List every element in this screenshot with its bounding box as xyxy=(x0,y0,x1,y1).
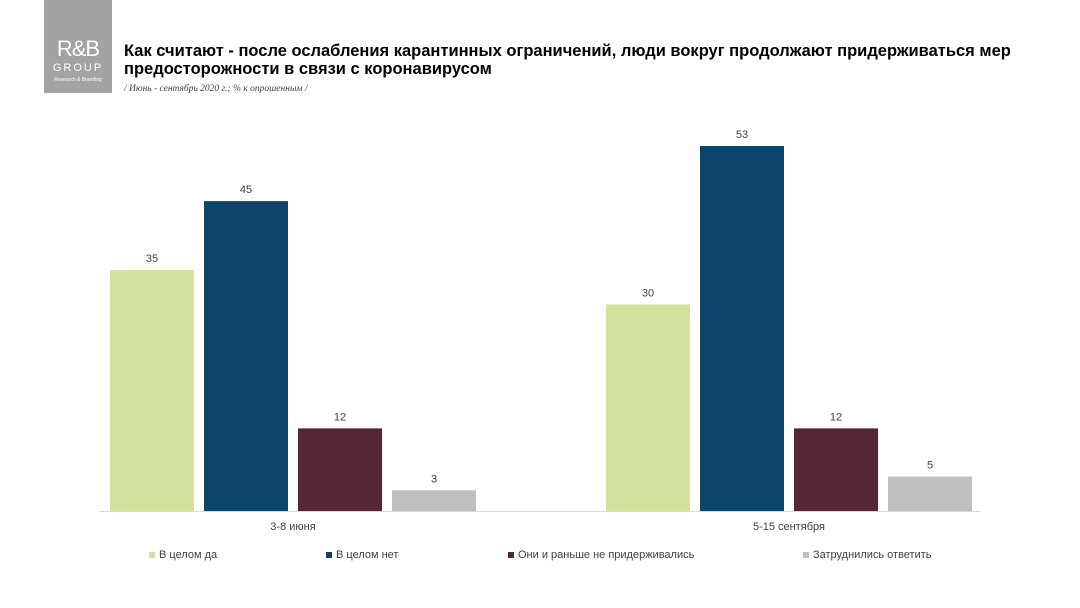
legend-label-3: Они и раньше не придерживались xyxy=(518,549,695,561)
bar-4-1 xyxy=(392,490,476,511)
legend-swatch-4 xyxy=(803,552,809,558)
bar-4-2 xyxy=(888,476,972,511)
bar-3-1 xyxy=(298,428,382,511)
data-label-2-2: 53 xyxy=(736,129,748,141)
bar-1-2 xyxy=(606,304,690,511)
logo-line3: Research & Branding xyxy=(54,77,102,83)
legend-label-4: Затруднились ответить xyxy=(813,549,932,561)
bar-3-2 xyxy=(794,428,878,511)
logo: R&B GROUP Research & Branding xyxy=(44,0,112,93)
data-label-1-2: 30 xyxy=(642,287,654,299)
chart-subtitle: / Июнь - сентябрь 2020 г.; % к опрошенны… xyxy=(124,84,308,94)
legend-swatch-1 xyxy=(149,552,155,558)
legend-item-1: В целом да xyxy=(149,549,217,561)
chart-title: Как считают - после ослабления карантинн… xyxy=(124,42,1011,78)
data-label-1-1: 35 xyxy=(146,253,158,265)
bar-2-1 xyxy=(204,201,288,511)
data-label-4-2: 5 xyxy=(927,460,933,472)
legend-swatch-2 xyxy=(326,552,332,558)
bar-1-1 xyxy=(110,269,194,511)
legend-item-2: В целом нет xyxy=(326,549,398,561)
bar-2-2 xyxy=(700,146,784,511)
legend-item-3: Они и раньше не придерживались xyxy=(508,549,694,561)
data-label-4-1: 3 xyxy=(431,473,437,485)
legend-label-1: В целом да xyxy=(159,549,218,561)
legend-swatch-3 xyxy=(508,552,514,558)
data-label-3-1: 12 xyxy=(334,411,346,423)
category-label-2: 5-15 сентября xyxy=(753,521,825,533)
category-label-1: 3-8 июня xyxy=(270,521,315,533)
legend-item-4: Затруднились ответить xyxy=(803,549,932,561)
legend-label-2: В целом нет xyxy=(336,549,399,561)
logo-line1: R&B xyxy=(56,36,100,61)
legend: В целом да В целом нет Они и раньше не п… xyxy=(0,549,1080,567)
data-label-2-1: 45 xyxy=(240,184,252,196)
data-label-3-2: 12 xyxy=(830,411,842,423)
logo-line2: GROUP xyxy=(52,62,104,74)
